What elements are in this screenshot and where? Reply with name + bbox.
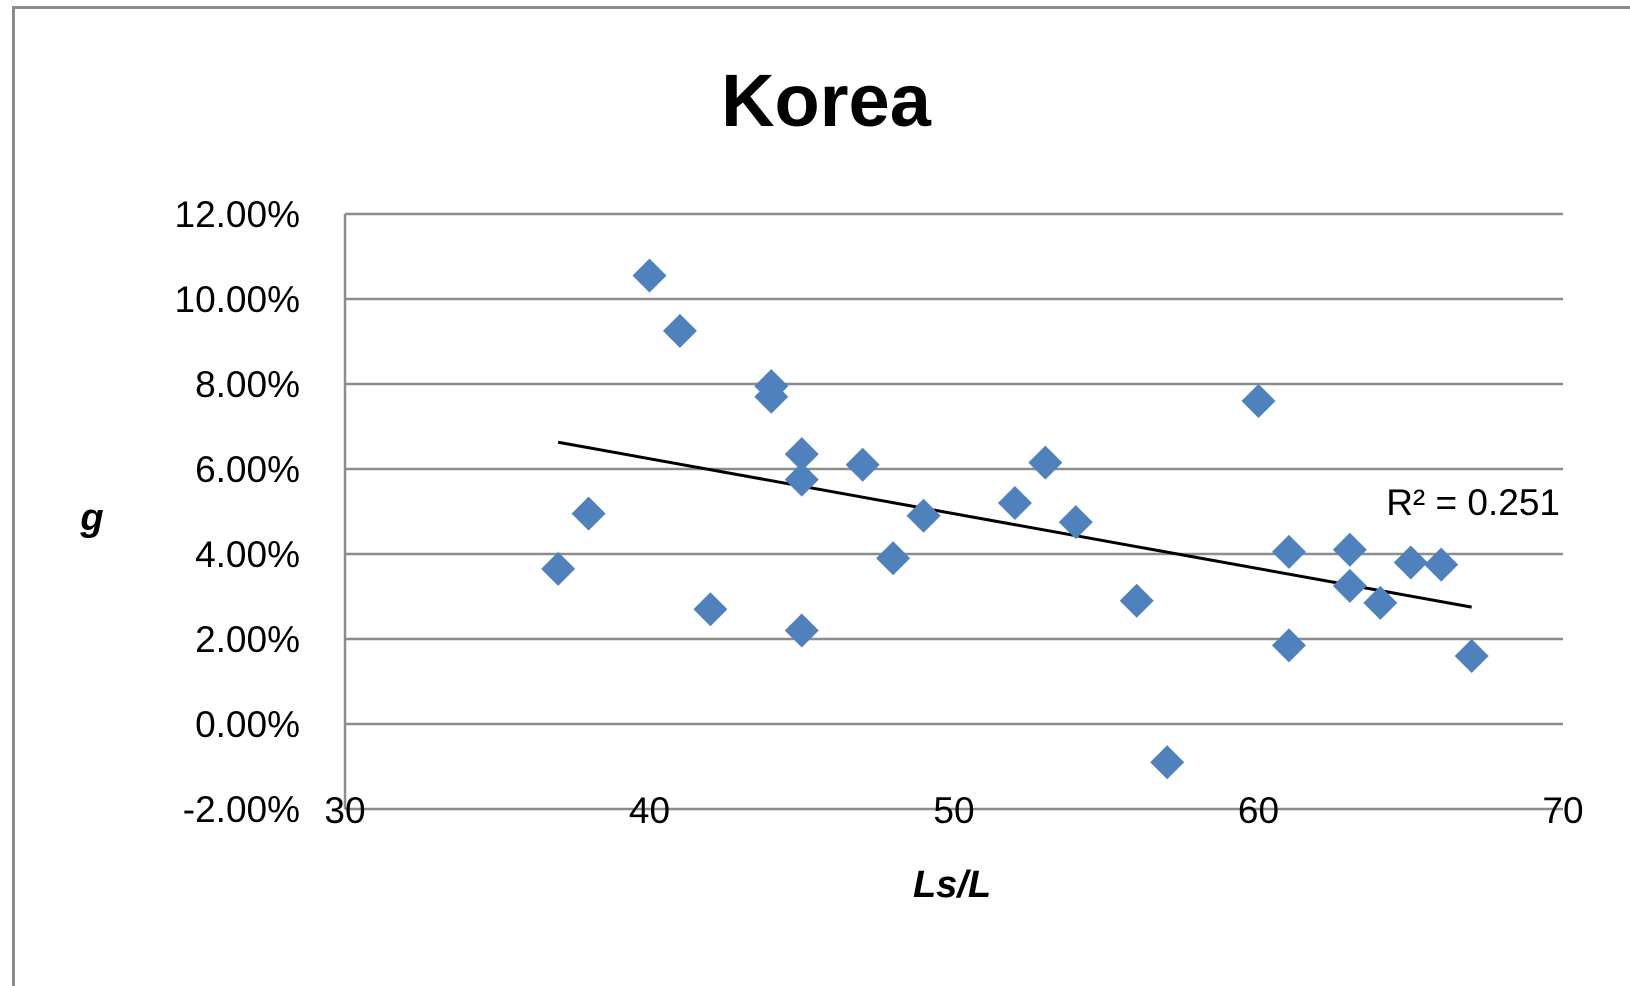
data-point	[632, 258, 667, 293]
data-point	[1424, 547, 1459, 582]
data-point	[1271, 534, 1306, 569]
data-point	[693, 592, 728, 627]
x-axis-label: Ls/L	[913, 864, 991, 906]
data-point	[784, 437, 819, 472]
data-point	[784, 462, 819, 497]
data-point	[997, 486, 1032, 520]
data-point	[876, 541, 911, 576]
data-point	[1150, 745, 1185, 780]
y-tick-label: 12.00%	[175, 194, 301, 235]
trendline	[557, 440, 1472, 609]
y-tick-label: 0.00%	[195, 704, 300, 745]
data-point	[1393, 545, 1428, 580]
data-point	[662, 313, 697, 348]
data-point	[1332, 568, 1367, 603]
y-tick-label: 10.00%	[175, 279, 301, 320]
data-point	[1058, 505, 1093, 540]
data-point	[906, 498, 941, 533]
data-points	[541, 258, 1489, 780]
chart-frame	[12, 6, 1630, 986]
gridlines	[343, 212, 1563, 811]
r-squared-annotation: R² = 0.251	[1386, 482, 1560, 523]
y-tick-labels: -2.00% 0.00% 2.00% 4.00% 6.00% 8.00% 10.00% 12.…	[175, 194, 301, 830]
data-point	[541, 551, 576, 586]
y-tick-label: 6.00%	[195, 449, 300, 490]
y-tick-label: 4.00%	[195, 534, 300, 575]
data-point	[1028, 445, 1063, 480]
x-tick-label: 70	[1542, 790, 1583, 831]
chart-title: Korea	[721, 59, 932, 142]
y-tick-label: 2.00%	[195, 619, 300, 660]
data-point	[1119, 583, 1154, 618]
data-point	[754, 379, 789, 414]
x-tick-labels: 30 40 50 60 70	[324, 790, 1583, 831]
data-point	[845, 447, 880, 482]
x-tick-label: 60	[1238, 790, 1279, 831]
y-tick-label: 8.00%	[195, 364, 300, 405]
data-point	[571, 496, 606, 531]
data-point	[1241, 384, 1276, 418]
x-tick-label: 30	[324, 790, 365, 831]
x-tick-label: 50	[933, 790, 974, 831]
data-point	[1454, 639, 1489, 673]
x-tick-label: 40	[629, 790, 670, 831]
y-tick-label: -2.00%	[183, 789, 300, 830]
data-point	[1271, 628, 1306, 663]
data-point	[1363, 585, 1398, 620]
y-axis-label: g	[79, 497, 103, 539]
data-point	[1332, 532, 1367, 567]
data-point	[784, 613, 819, 648]
